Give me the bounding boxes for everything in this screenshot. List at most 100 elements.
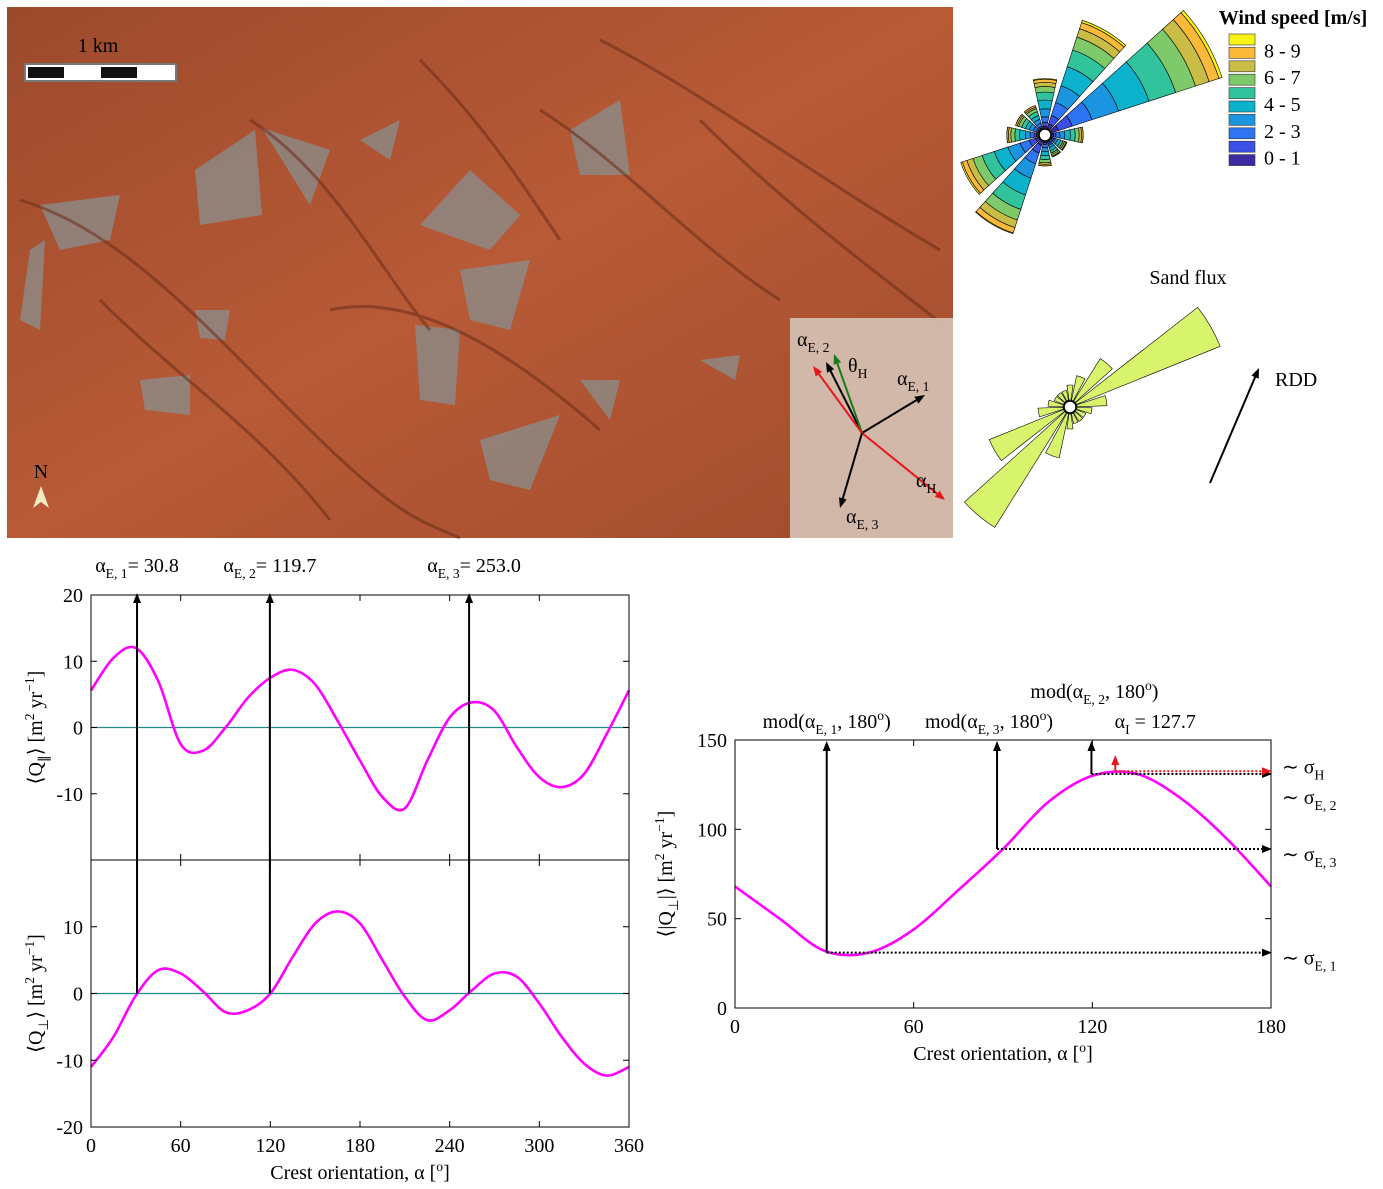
rose-sector bbox=[1039, 154, 1051, 160]
rose-center bbox=[1038, 128, 1052, 142]
legend-swatch bbox=[1228, 127, 1256, 140]
annotation-arrow bbox=[993, 741, 1002, 849]
inset-arrow-shaft bbox=[816, 371, 863, 434]
text-part: ) bbox=[1152, 681, 1159, 703]
level-label: ∼ σE, 2 bbox=[1282, 787, 1337, 813]
text-part: 2 bbox=[22, 713, 37, 720]
legend-swatch bbox=[1228, 73, 1256, 86]
rose-sector bbox=[1040, 116, 1050, 124]
annotation-label: αI = 127.7 bbox=[1115, 711, 1196, 737]
x-tick-label: 300 bbox=[524, 1135, 554, 1157]
text-part: mod(α bbox=[925, 711, 978, 733]
inset-arrow-shaft bbox=[861, 398, 919, 434]
text-part: |⟩ [m bbox=[655, 860, 677, 899]
text-part: , 180 bbox=[1000, 711, 1040, 733]
y-tick-label: 100 bbox=[697, 819, 727, 841]
level-label: ∼ σE, 3 bbox=[1282, 844, 1337, 870]
x-tick-label: 240 bbox=[435, 1135, 465, 1157]
text-part: E, 2 bbox=[1083, 692, 1105, 707]
north-arrow bbox=[33, 486, 49, 508]
level-label: ∼ σE, 1 bbox=[1282, 948, 1336, 974]
rose-sector bbox=[1052, 151, 1061, 158]
text-part: α bbox=[846, 506, 857, 528]
inset-arrow-shaft bbox=[835, 361, 863, 434]
text-part: ] bbox=[443, 1162, 450, 1184]
rose-sector bbox=[1039, 108, 1051, 118]
rose-sector bbox=[1035, 91, 1055, 102]
rose-sector bbox=[1066, 384, 1074, 401]
inset-arrow-head bbox=[914, 395, 925, 404]
y-tick-label: 10 bbox=[63, 917, 83, 939]
inset-arrow bbox=[813, 366, 863, 434]
text-part: ⟨Q bbox=[25, 762, 47, 785]
text-part: o bbox=[436, 1159, 443, 1174]
x-tick-label: 120 bbox=[255, 1135, 285, 1157]
rose-sector bbox=[1071, 375, 1086, 402]
text-part: E, 1 bbox=[907, 379, 929, 394]
text-part: α bbox=[1115, 711, 1126, 733]
text-part: mod(α bbox=[763, 711, 816, 733]
data-line bbox=[734, 770, 1272, 957]
rose-sector bbox=[1053, 396, 1065, 405]
rose-sector bbox=[1056, 392, 1067, 403]
inset-arrow-head bbox=[833, 354, 842, 365]
text-part: = 30.8 bbox=[128, 555, 179, 577]
legend-swatch bbox=[1228, 140, 1256, 153]
level-arrow bbox=[997, 844, 1272, 853]
annotation-arrow-head bbox=[133, 593, 142, 603]
x-tick-label: 0 bbox=[86, 1135, 96, 1157]
legend-swatch bbox=[1228, 47, 1256, 59]
text-part: E, 1 bbox=[815, 722, 837, 737]
rose-sector bbox=[1064, 129, 1071, 141]
legend-label: 4 - 5 bbox=[1264, 94, 1301, 116]
rose-sector bbox=[1042, 143, 1048, 148]
text-part: α bbox=[797, 329, 808, 351]
text-part: E, 3 bbox=[978, 722, 1000, 737]
rose-sector bbox=[1042, 122, 1048, 127]
y-tick-label: 10 bbox=[63, 651, 83, 673]
legend-swatch bbox=[1228, 114, 1256, 126]
inset-label: αE, 3 bbox=[846, 506, 879, 532]
rose-sector bbox=[1019, 129, 1026, 141]
data-line bbox=[89, 910, 630, 1077]
rose-center bbox=[1063, 400, 1077, 414]
text-part: α bbox=[897, 368, 908, 390]
text-part: −1 bbox=[22, 677, 37, 691]
y-tick-label: 150 bbox=[697, 730, 727, 752]
legend-swatch bbox=[1228, 100, 1256, 113]
rose-sector bbox=[988, 409, 1065, 461]
text-part: 2 bbox=[652, 853, 667, 860]
rose-sector bbox=[1006, 126, 1008, 144]
text-part: E, 3 bbox=[438, 566, 460, 581]
rose-sector bbox=[1037, 99, 1053, 110]
rdd-label: RDD bbox=[1275, 369, 1317, 391]
x-tick-label: 120 bbox=[1077, 1016, 1107, 1038]
annotation-arrow-head bbox=[265, 593, 274, 603]
rose-sector bbox=[1014, 128, 1021, 142]
rose-sector bbox=[1082, 126, 1084, 144]
inset-arrow bbox=[861, 395, 925, 434]
rose-sector bbox=[1041, 146, 1049, 152]
inset-arrow bbox=[833, 354, 863, 434]
level-arrow bbox=[826, 948, 1272, 957]
rose-sector bbox=[1029, 131, 1035, 139]
text-part: ⟩ [m bbox=[25, 720, 47, 755]
text-part: α bbox=[223, 555, 234, 577]
text-part: = 119.7 bbox=[256, 555, 317, 577]
level-arrow bbox=[1115, 767, 1272, 776]
north-label: N bbox=[34, 461, 48, 483]
annotation-label: αE, 3= 253.0 bbox=[427, 555, 521, 581]
annotation-arrow-head bbox=[1111, 755, 1120, 765]
text-part: 2 bbox=[22, 977, 37, 984]
text-part: H bbox=[926, 481, 936, 496]
level-arrow-head bbox=[1262, 767, 1272, 776]
x-tick-label: 60 bbox=[171, 1135, 191, 1157]
inset-arrow-shaft bbox=[828, 368, 863, 434]
annotation-arrow-head bbox=[822, 741, 831, 751]
rose-sector bbox=[1015, 114, 1023, 126]
y-axis-label: ⟨|Q⊥|⟩ [m2 yr−1] bbox=[652, 811, 681, 938]
text-part: α bbox=[916, 470, 927, 492]
text-part: ∼ σ bbox=[1282, 756, 1315, 778]
text-part: ⊥ bbox=[36, 1019, 51, 1031]
